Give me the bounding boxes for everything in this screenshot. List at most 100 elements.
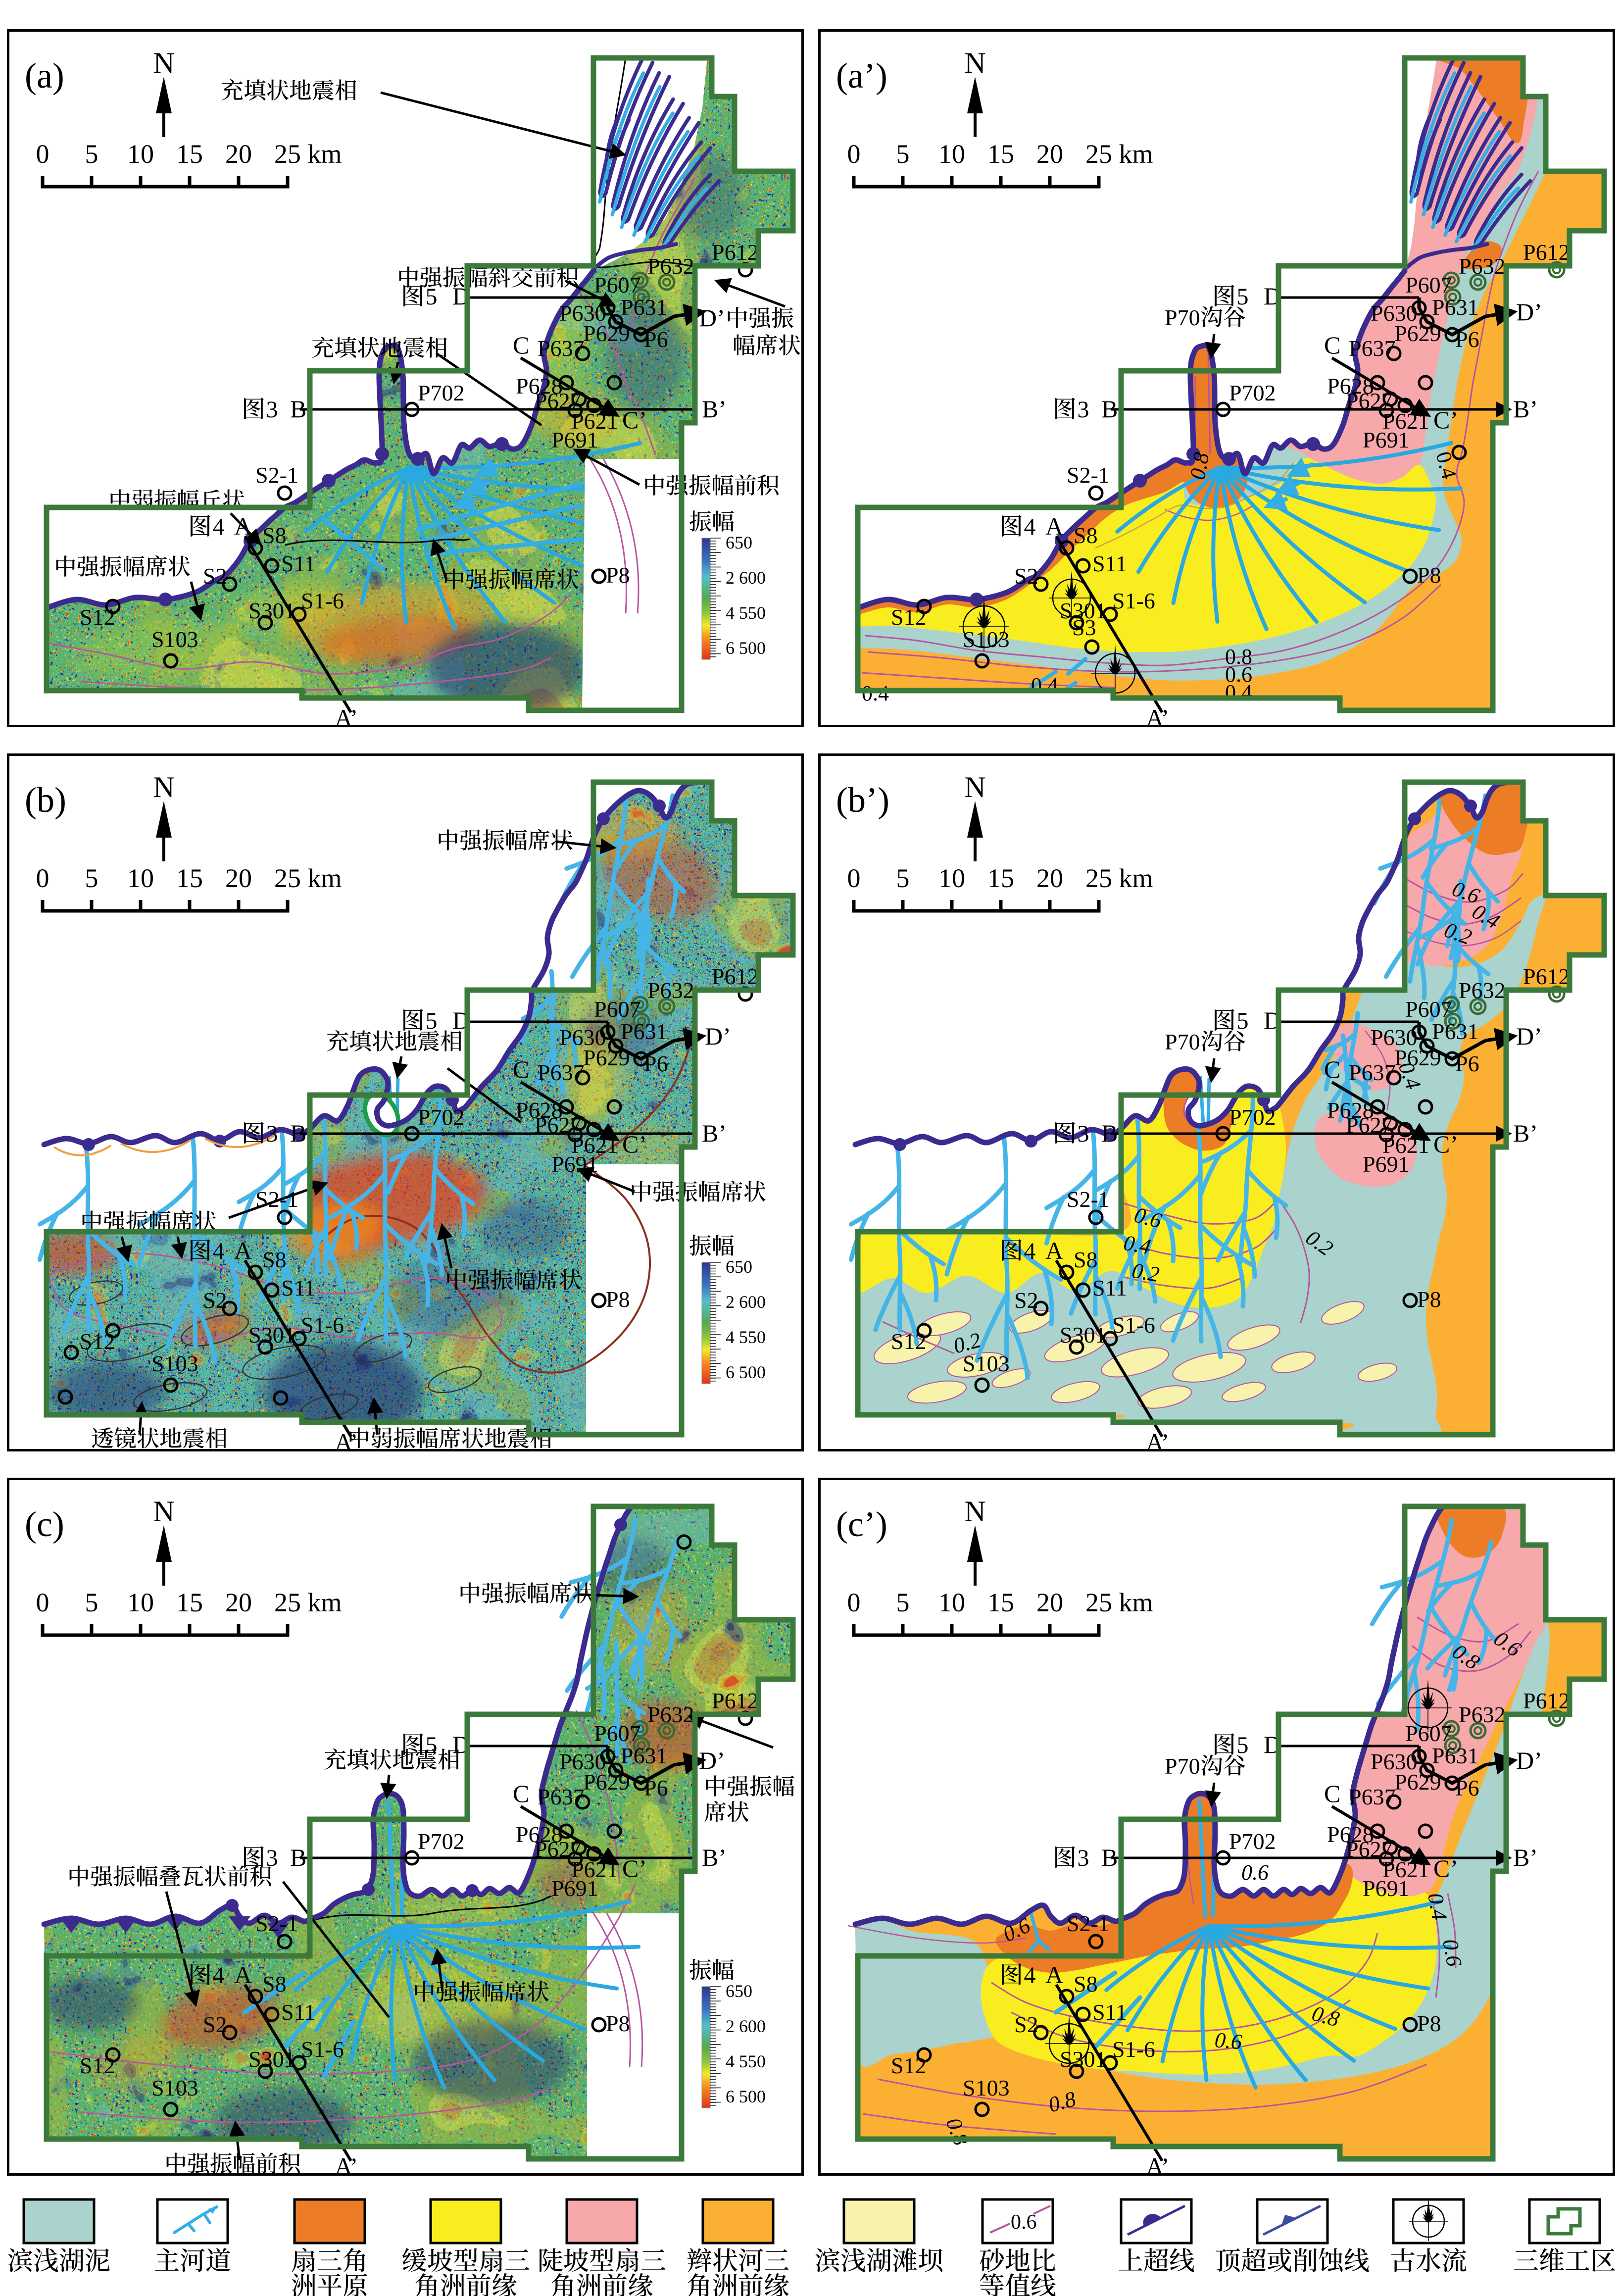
svg-text:P702: P702 xyxy=(418,1104,465,1130)
svg-text:C: C xyxy=(513,1055,529,1083)
svg-text:4: 4 xyxy=(1024,1238,1035,1264)
svg-text:3: 3 xyxy=(1077,1121,1089,1147)
svg-text:P632: P632 xyxy=(647,1702,694,1727)
svg-text:4 550: 4 550 xyxy=(726,2051,766,2071)
svg-text:A: A xyxy=(1045,512,1063,540)
svg-text:S103: S103 xyxy=(151,2075,198,2100)
svg-text:P607: P607 xyxy=(594,1721,641,1746)
svg-text:S103: S103 xyxy=(963,627,1010,652)
svg-text:0.6: 0.6 xyxy=(1011,2211,1037,2234)
svg-text:S8: S8 xyxy=(262,1247,287,1272)
svg-text:4 550: 4 550 xyxy=(726,603,766,623)
svg-text:P70: P70 xyxy=(1165,305,1200,330)
svg-text:C’: C’ xyxy=(1433,1854,1458,1882)
svg-text:20: 20 xyxy=(1036,863,1063,893)
svg-text:S2-1: S2-1 xyxy=(1067,1187,1110,1212)
svg-text:A: A xyxy=(234,512,252,540)
svg-text:D’: D’ xyxy=(1516,1747,1542,1774)
svg-text:2 600: 2 600 xyxy=(726,568,766,588)
svg-text:5: 5 xyxy=(896,1588,910,1617)
svg-text:0: 0 xyxy=(847,863,861,893)
svg-text:S103: S103 xyxy=(151,1351,198,1376)
svg-text:P691: P691 xyxy=(1363,1151,1410,1177)
svg-text:4: 4 xyxy=(1024,514,1035,540)
svg-text:P637: P637 xyxy=(1349,336,1396,361)
svg-text:P612: P612 xyxy=(712,1688,759,1713)
svg-text:B’: B’ xyxy=(702,395,727,423)
svg-text:0: 0 xyxy=(36,863,49,893)
svg-text:P691: P691 xyxy=(551,1151,598,1177)
svg-text:S8: S8 xyxy=(262,523,287,548)
svg-text:P630: P630 xyxy=(559,1749,606,1774)
svg-text:P628: P628 xyxy=(516,1822,563,1847)
svg-text:B’: B’ xyxy=(702,1119,727,1147)
svg-text:P627: P627 xyxy=(1346,1112,1393,1138)
svg-text:10: 10 xyxy=(938,1588,965,1617)
svg-text:P627: P627 xyxy=(1346,1837,1393,1862)
svg-text:P630: P630 xyxy=(1371,1749,1418,1774)
svg-text:A: A xyxy=(1045,1237,1063,1264)
svg-text:km: km xyxy=(1119,139,1153,169)
svg-text:P691: P691 xyxy=(551,1876,598,1901)
svg-text:0.4: 0.4 xyxy=(1423,1891,1452,1922)
svg-text:S301: S301 xyxy=(248,2046,295,2072)
svg-text:S8: S8 xyxy=(1074,1247,1098,1272)
svg-text:B’: B’ xyxy=(1513,1844,1538,1871)
svg-text:P691: P691 xyxy=(551,427,598,452)
svg-text:P607: P607 xyxy=(594,272,641,298)
svg-text:3: 3 xyxy=(1077,1845,1089,1871)
svg-text:P621: P621 xyxy=(571,408,618,434)
svg-text:20: 20 xyxy=(1036,139,1063,169)
svg-text:15: 15 xyxy=(987,139,1014,169)
svg-text:P607: P607 xyxy=(1405,1721,1452,1746)
svg-text:P612: P612 xyxy=(1523,240,1570,265)
svg-text:P702: P702 xyxy=(1229,1829,1276,1854)
svg-text:P6: P6 xyxy=(644,1775,668,1800)
svg-text:S11: S11 xyxy=(1092,1999,1127,2025)
svg-text:N: N xyxy=(153,1495,174,1528)
svg-text:15: 15 xyxy=(176,1588,203,1617)
svg-text:N: N xyxy=(964,771,985,803)
svg-text:650: 650 xyxy=(726,533,752,552)
svg-text:S12: S12 xyxy=(891,1329,927,1354)
svg-text:A’: A’ xyxy=(335,2152,358,2180)
svg-text:20: 20 xyxy=(1036,1588,1063,1617)
svg-text:10: 10 xyxy=(127,139,154,169)
svg-text:S11: S11 xyxy=(281,551,316,576)
svg-text:P632: P632 xyxy=(1459,978,1506,1003)
svg-text:S2-1: S2-1 xyxy=(255,462,298,488)
svg-text:25: 25 xyxy=(274,1588,301,1617)
svg-text:P621: P621 xyxy=(571,1857,618,1882)
svg-text:25: 25 xyxy=(1085,1588,1112,1617)
svg-text:C: C xyxy=(1324,1055,1340,1083)
svg-text:3: 3 xyxy=(1077,397,1089,423)
svg-text:S8: S8 xyxy=(1074,523,1098,548)
svg-text:5: 5 xyxy=(85,863,98,893)
svg-text:15: 15 xyxy=(176,139,203,169)
svg-text:P621: P621 xyxy=(571,1133,618,1158)
svg-text:0.6: 0.6 xyxy=(1225,662,1252,687)
svg-text:P612: P612 xyxy=(1523,964,1570,989)
svg-text:P631: P631 xyxy=(1432,1743,1479,1768)
svg-text:C: C xyxy=(513,331,529,359)
svg-text:S12: S12 xyxy=(891,604,927,630)
svg-text:P70: P70 xyxy=(1165,1029,1200,1054)
svg-text:P628: P628 xyxy=(1327,373,1374,399)
svg-text:3: 3 xyxy=(266,1121,278,1147)
svg-text:A’: A’ xyxy=(335,1428,358,1456)
svg-text:25: 25 xyxy=(1085,139,1112,169)
svg-text:P637: P637 xyxy=(538,336,585,361)
svg-text:S2: S2 xyxy=(203,1288,227,1313)
svg-text:S2-1: S2-1 xyxy=(255,1187,298,1212)
svg-text:P628: P628 xyxy=(1327,1822,1374,1847)
svg-text:S301: S301 xyxy=(248,1322,295,1348)
svg-text:B’: B’ xyxy=(1513,395,1538,423)
svg-text:S2-1: S2-1 xyxy=(1067,1911,1110,1936)
svg-text:0.4: 0.4 xyxy=(1031,673,1058,698)
svg-text:D’: D’ xyxy=(1516,298,1542,326)
svg-text:S103: S103 xyxy=(963,1351,1010,1376)
svg-text:S1-6: S1-6 xyxy=(301,1312,344,1338)
svg-text:P8: P8 xyxy=(1417,1287,1441,1312)
svg-text:A’: A’ xyxy=(1146,2152,1169,2180)
svg-text:B’: B’ xyxy=(1513,1119,1538,1147)
